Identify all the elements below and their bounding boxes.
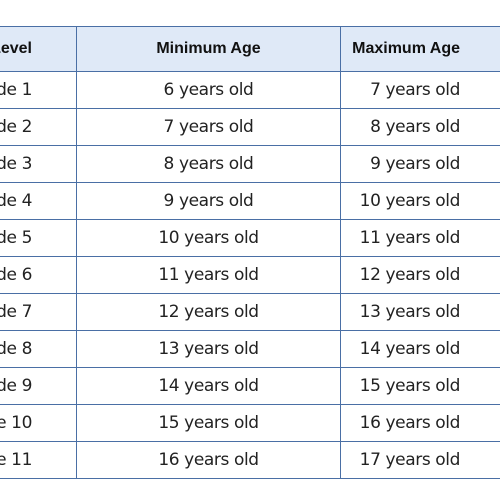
cell-maximum-age: 17 years old bbox=[340, 441, 500, 479]
cell-minimum-age: 9 years old bbox=[76, 182, 341, 220]
cell-maximum-age: 11 years old bbox=[340, 219, 500, 257]
age-range-table: Level Minimum Age Maximum Age Grade 1 6 … bbox=[0, 26, 500, 479]
cell-minimum-age: 6 years old bbox=[76, 71, 341, 109]
cell-minimum-age: 13 years old bbox=[76, 330, 341, 368]
table-row: Grade 8 13 years old 14 years old bbox=[0, 330, 500, 368]
table-row: Grade 7 12 years old 13 years old bbox=[0, 293, 500, 331]
cell-maximum-age: 16 years old bbox=[340, 404, 500, 442]
table-row: Grade 4 9 years old 10 years old bbox=[0, 182, 500, 220]
cell-minimum-age: 15 years old bbox=[76, 404, 341, 442]
cell-level: Grade 1 bbox=[0, 71, 77, 109]
cell-maximum-age: 7 years old bbox=[340, 71, 500, 109]
cell-level: Grade 7 bbox=[0, 293, 77, 331]
table-row: Grade 1 6 years old 7 years old bbox=[0, 71, 500, 109]
table-row: Grade 11 16 years old 17 years old bbox=[0, 441, 500, 479]
table-row: Grade 6 11 years old 12 years old bbox=[0, 256, 500, 294]
cell-level: Grade 8 bbox=[0, 330, 77, 368]
header-maximum-age: Maximum Age bbox=[340, 26, 500, 72]
cell-minimum-age: 12 years old bbox=[76, 293, 341, 331]
table-header-row: Level Minimum Age Maximum Age bbox=[0, 26, 500, 72]
cell-minimum-age: 10 years old bbox=[76, 219, 341, 257]
cell-maximum-age: 10 years old bbox=[340, 182, 500, 220]
cell-level: Grade 3 bbox=[0, 145, 77, 183]
header-minimum-age: Minimum Age bbox=[76, 26, 341, 72]
table-body: Grade 1 6 years old 7 years old Grade 2 … bbox=[0, 71, 500, 479]
cell-level: Grade 5 bbox=[0, 219, 77, 257]
cell-level: Grade 10 bbox=[0, 404, 77, 442]
cell-minimum-age: 7 years old bbox=[76, 108, 341, 146]
cell-minimum-age: 14 years old bbox=[76, 367, 341, 405]
table-row: Grade 5 10 years old 11 years old bbox=[0, 219, 500, 257]
cell-maximum-age: 9 years old bbox=[340, 145, 500, 183]
cell-minimum-age: 8 years old bbox=[76, 145, 341, 183]
cell-minimum-age: 11 years old bbox=[76, 256, 341, 294]
cell-maximum-age: 8 years old bbox=[340, 108, 500, 146]
table-row: Grade 10 15 years old 16 years old bbox=[0, 404, 500, 442]
header-level: Level bbox=[0, 26, 77, 72]
cell-level: Grade 9 bbox=[0, 367, 77, 405]
cell-level: Grade 2 bbox=[0, 108, 77, 146]
cell-maximum-age: 14 years old bbox=[340, 330, 500, 368]
cell-maximum-age: 12 years old bbox=[340, 256, 500, 294]
cell-maximum-age: 15 years old bbox=[340, 367, 500, 405]
table-row: Grade 2 7 years old 8 years old bbox=[0, 108, 500, 146]
cell-level: Grade 6 bbox=[0, 256, 77, 294]
cell-minimum-age: 16 years old bbox=[76, 441, 341, 479]
cell-maximum-age: 13 years old bbox=[340, 293, 500, 331]
cell-level: Grade 11 bbox=[0, 441, 77, 479]
cell-level: Grade 4 bbox=[0, 182, 77, 220]
table-row: Grade 3 8 years old 9 years old bbox=[0, 145, 500, 183]
table-row: Grade 9 14 years old 15 years old bbox=[0, 367, 500, 405]
